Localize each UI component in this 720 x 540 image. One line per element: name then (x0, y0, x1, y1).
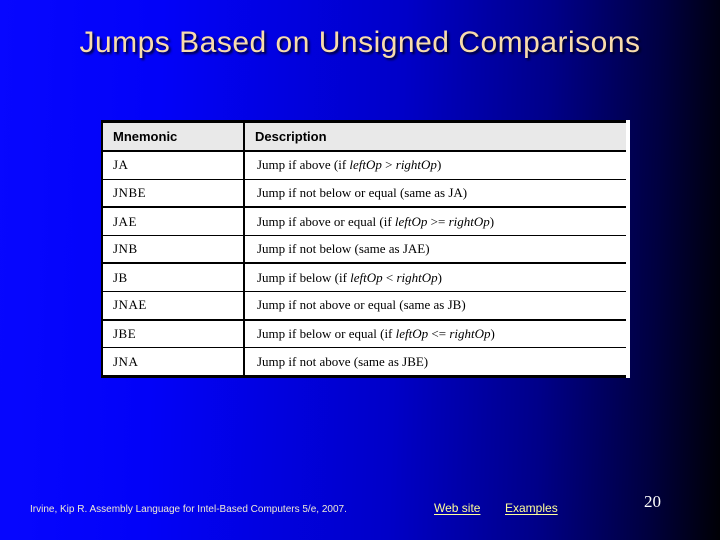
table-row: JBE Jump if below or equal (if leftOp <= … (101, 318, 626, 349)
table-row: JA Jump if above (if leftOp > rightOp) (101, 150, 626, 180)
column-header-mnemonic: Mnemonic (101, 121, 245, 152)
mnemonic-cell: JNBE (101, 178, 245, 208)
table-row: JNB Jump if not below (same as JAE) (101, 234, 626, 264)
jump-table-body: JA Jump if above (if leftOp > rightOp) JNB… (101, 150, 626, 377)
table-row: JNBE Jump if not below or equal (same as … (101, 178, 626, 208)
table-row: JB Jump if below (if leftOp < rightOp) (101, 262, 626, 293)
description-cell: Jump if not below or equal (same as JA) (243, 178, 626, 208)
web-site-link[interactable]: Web site (434, 501, 481, 515)
slide-title: Jumps Based on Unsigned Comparisons (79, 26, 641, 59)
page-number: 20 (644, 492, 661, 511)
description-cell: Jump if above (if leftOp > rightOp) (243, 150, 626, 180)
mnemonic-cell: JBE (101, 318, 245, 349)
examples-link[interactable]: Examples (505, 501, 558, 515)
table-row: JAE Jump if above or equal (if leftOp >= … (101, 206, 626, 236)
mnemonic-cell: JAE (101, 206, 245, 236)
mnemonic-cell: JNA (101, 347, 245, 377)
table-row: JNAE Jump if not above or equal (same as … (101, 291, 626, 321)
mnemonic-cell: JA (101, 150, 245, 180)
description-cell: Jump if above or equal (if leftOp >= rig… (243, 206, 626, 236)
description-cell: Jump if not below (same as JAE) (243, 234, 626, 264)
mnemonic-cell: JNB (101, 234, 245, 264)
mnemonic-cell: JB (101, 262, 245, 293)
table-row: JNA Jump if not above (same as JBE) (101, 347, 626, 377)
description-cell: Jump if below or equal (if leftOp <= rig… (243, 318, 626, 349)
jump-table-container: Mnemonic Description JA Jump if above (if… (101, 120, 630, 378)
jump-table: Mnemonic Description JA Jump if above (if… (101, 120, 626, 378)
description-cell: Jump if not above (same as JBE) (243, 347, 626, 377)
footer-citation: Irvine, Kip R. Assembly Language for Int… (30, 504, 347, 515)
mnemonic-cell: JNAE (101, 291, 245, 321)
description-cell: Jump if not above or equal (same as JB) (243, 291, 626, 321)
table-header-row: Mnemonic Description (101, 121, 626, 152)
description-cell: Jump if below (if leftOp < rightOp) (243, 262, 626, 293)
column-header-description: Description (243, 121, 626, 152)
